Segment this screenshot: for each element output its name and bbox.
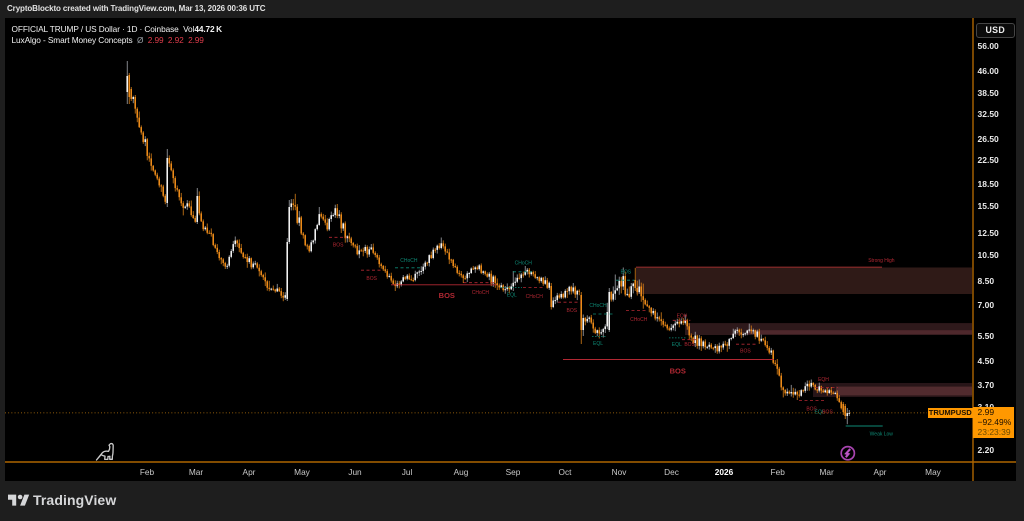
svg-text:CHoCH: CHoCH: [630, 317, 648, 323]
svg-text:EQL: EQL: [814, 410, 824, 416]
svg-text:Strong High: Strong High: [868, 258, 895, 264]
svg-text:BOS: BOS: [670, 367, 686, 376]
svg-text:EQL: EQL: [672, 342, 682, 348]
svg-text:BOS: BOS: [439, 291, 455, 300]
svg-text:BOS: BOS: [684, 342, 695, 348]
svg-text:Weak Low: Weak Low: [870, 431, 894, 437]
svg-text:CHoCH: CHoCH: [400, 258, 418, 264]
svg-text:CHoCH: CHoCH: [515, 261, 533, 267]
svg-text:BOS: BOS: [333, 243, 344, 249]
svg-text:EQL: EQL: [507, 292, 517, 298]
svg-text:EQH: EQH: [677, 313, 688, 319]
svg-text:BOS: BOS: [621, 269, 632, 275]
svg-text:CHoCH: CHoCH: [526, 294, 544, 300]
svg-text:BOS: BOS: [740, 349, 751, 355]
svg-text:BOS: BOS: [567, 308, 578, 314]
svg-text:CHoCH: CHoCH: [589, 303, 607, 309]
svg-text:CHoCH: CHoCH: [472, 290, 490, 296]
svg-text:EQH: EQH: [818, 377, 829, 383]
svg-text:EQL: EQL: [593, 341, 603, 347]
svg-text:BOS: BOS: [806, 406, 817, 412]
svg-text:BOS: BOS: [366, 276, 377, 282]
